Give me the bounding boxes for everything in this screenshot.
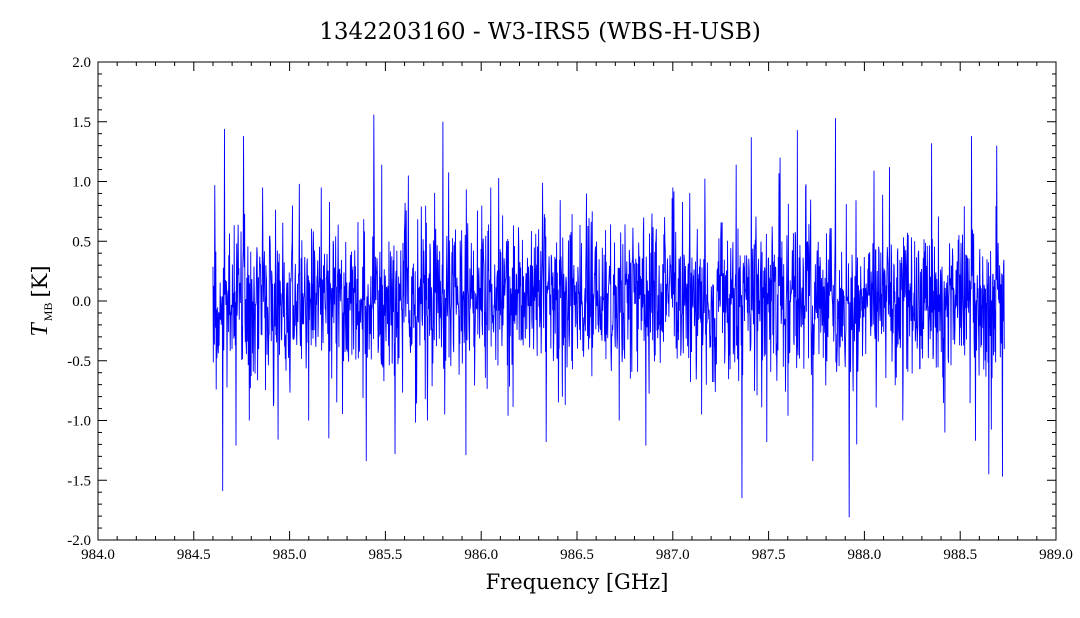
x-axis-label: Frequency [GHz] [486, 570, 669, 594]
x-tick-label: 985.0 [273, 547, 307, 563]
y-tick-label: 1.5 [72, 115, 91, 131]
y-axis-label: TMB [K] [27, 265, 55, 336]
series-group [212, 114, 1005, 518]
x-tick-label: 988.5 [943, 547, 977, 563]
y-axis-label-subscript: MB [41, 303, 55, 322]
x-tick-label: 986.0 [464, 547, 498, 563]
y-tick-label: 2.0 [72, 55, 91, 71]
y-axis-label-unit: [K] [28, 265, 52, 297]
y-tick-label: -0.5 [67, 354, 91, 370]
y-tick-label: -1.5 [67, 473, 91, 489]
x-tick-label: 985.5 [369, 547, 403, 563]
y-tick-label: -2.0 [67, 533, 91, 549]
y-tick-label: 0.5 [72, 234, 91, 250]
x-tick-label: 987.5 [752, 547, 786, 563]
chart-title: 1342203160 - W3-IRS5 (WBS-H-USB) [319, 19, 761, 45]
svg-text:TMB[K]: TMB [K] [27, 265, 55, 336]
x-axis-ticks: 984.0 984.5 985.0 985.5 986.0 986.5 987.0 987.5… [81, 62, 1073, 563]
y-axis-label-symbol: T [27, 322, 53, 337]
x-tick-label: 987.0 [656, 547, 690, 563]
y-tick-label: 0.0 [72, 294, 91, 310]
x-tick-label: 986.5 [560, 547, 594, 563]
x-tick-label: 984.0 [81, 547, 115, 563]
x-tick-label: 984.5 [177, 547, 211, 563]
y-tick-label: -1.0 [67, 414, 91, 430]
y-axis-ticks: -2.0 -1.5 -1.0 -0.5 0.0 0.5 1.0 1.5 2.0 [67, 55, 1056, 549]
x-tick-label: 988.0 [848, 547, 882, 563]
x-tick-label: 989.0 [1039, 547, 1073, 563]
spectrum-line [212, 114, 1005, 518]
y-tick-label: 1.0 [72, 175, 91, 191]
